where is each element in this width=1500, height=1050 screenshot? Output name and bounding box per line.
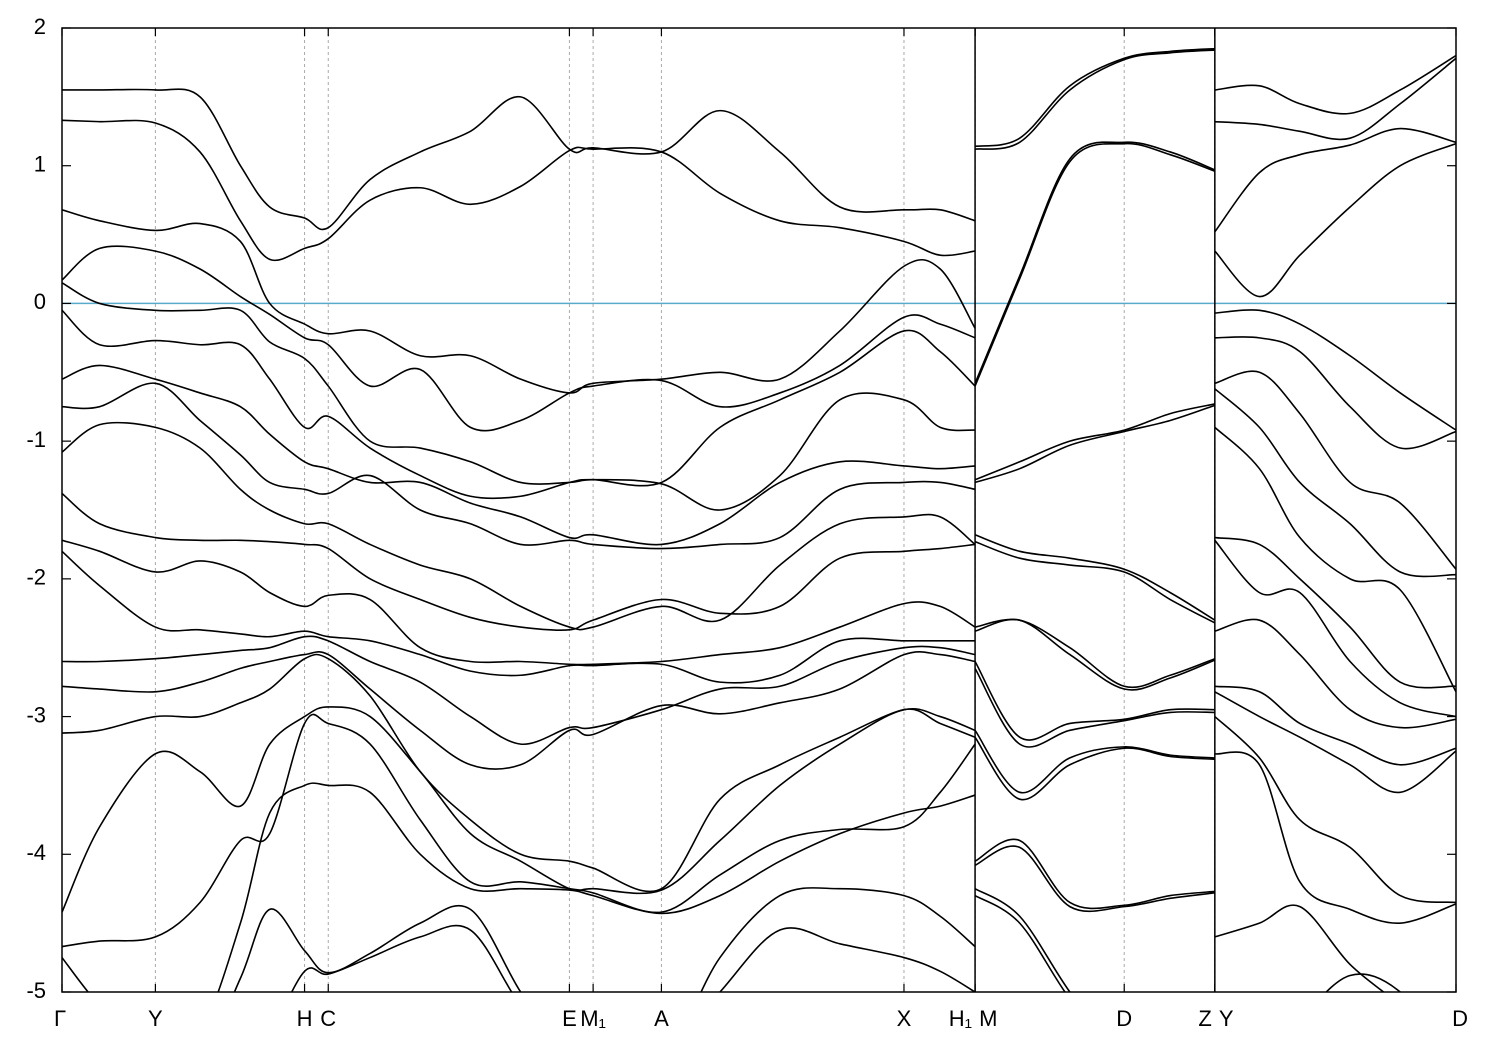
y-tick-label: -2 bbox=[26, 565, 46, 590]
y-tick-label: -3 bbox=[26, 702, 46, 727]
band-line bbox=[62, 364, 1456, 621]
x-tick-label: H bbox=[297, 1006, 313, 1031]
x-tick-label: C bbox=[320, 1006, 336, 1031]
band-line bbox=[62, 382, 1456, 624]
band-line bbox=[62, 127, 1456, 394]
bands bbox=[62, 47, 1456, 992]
x-tick-label: Γ bbox=[54, 1006, 66, 1031]
x-tick-label: D bbox=[1116, 1006, 1132, 1031]
x-tick-label: E bbox=[562, 1006, 577, 1031]
x-tick-label: M₁ bbox=[580, 1006, 606, 1031]
band-line bbox=[62, 539, 1456, 741]
band-line bbox=[62, 650, 1456, 801]
x-tick-label: Y bbox=[1219, 1006, 1234, 1031]
x-tick-label: M bbox=[979, 1006, 997, 1031]
band-line bbox=[62, 492, 1456, 691]
band-line bbox=[290, 924, 976, 992]
x-tick-label: X bbox=[897, 1006, 912, 1031]
band-line bbox=[62, 49, 1456, 262]
x-tick-label: Z bbox=[1198, 1006, 1211, 1031]
band-line bbox=[62, 550, 1456, 748]
band-line bbox=[62, 282, 1456, 487]
band-line bbox=[233, 887, 976, 992]
y-tick-label: 1 bbox=[34, 152, 46, 177]
y-tick-label: 0 bbox=[34, 289, 46, 314]
band-line bbox=[62, 706, 1456, 924]
x-tick-label: D bbox=[1452, 1006, 1468, 1031]
y-tick-label: -1 bbox=[26, 427, 46, 452]
y-tick-label: -4 bbox=[26, 840, 46, 865]
band-line bbox=[62, 782, 1402, 992]
band-line bbox=[62, 653, 1456, 910]
band-line bbox=[62, 142, 1456, 432]
band-line bbox=[62, 713, 1385, 992]
band-line bbox=[62, 47, 1456, 231]
y-tick-label: -5 bbox=[26, 978, 46, 1003]
plot-frame bbox=[61, 27, 1457, 993]
x-tick-label: H₁ bbox=[949, 1006, 972, 1031]
band-line bbox=[62, 309, 1456, 511]
x-tick-label: Y bbox=[148, 1006, 163, 1031]
y-tick-label: 2 bbox=[34, 14, 46, 39]
x-tick-label: A bbox=[654, 1006, 669, 1031]
band-line bbox=[62, 635, 1456, 794]
